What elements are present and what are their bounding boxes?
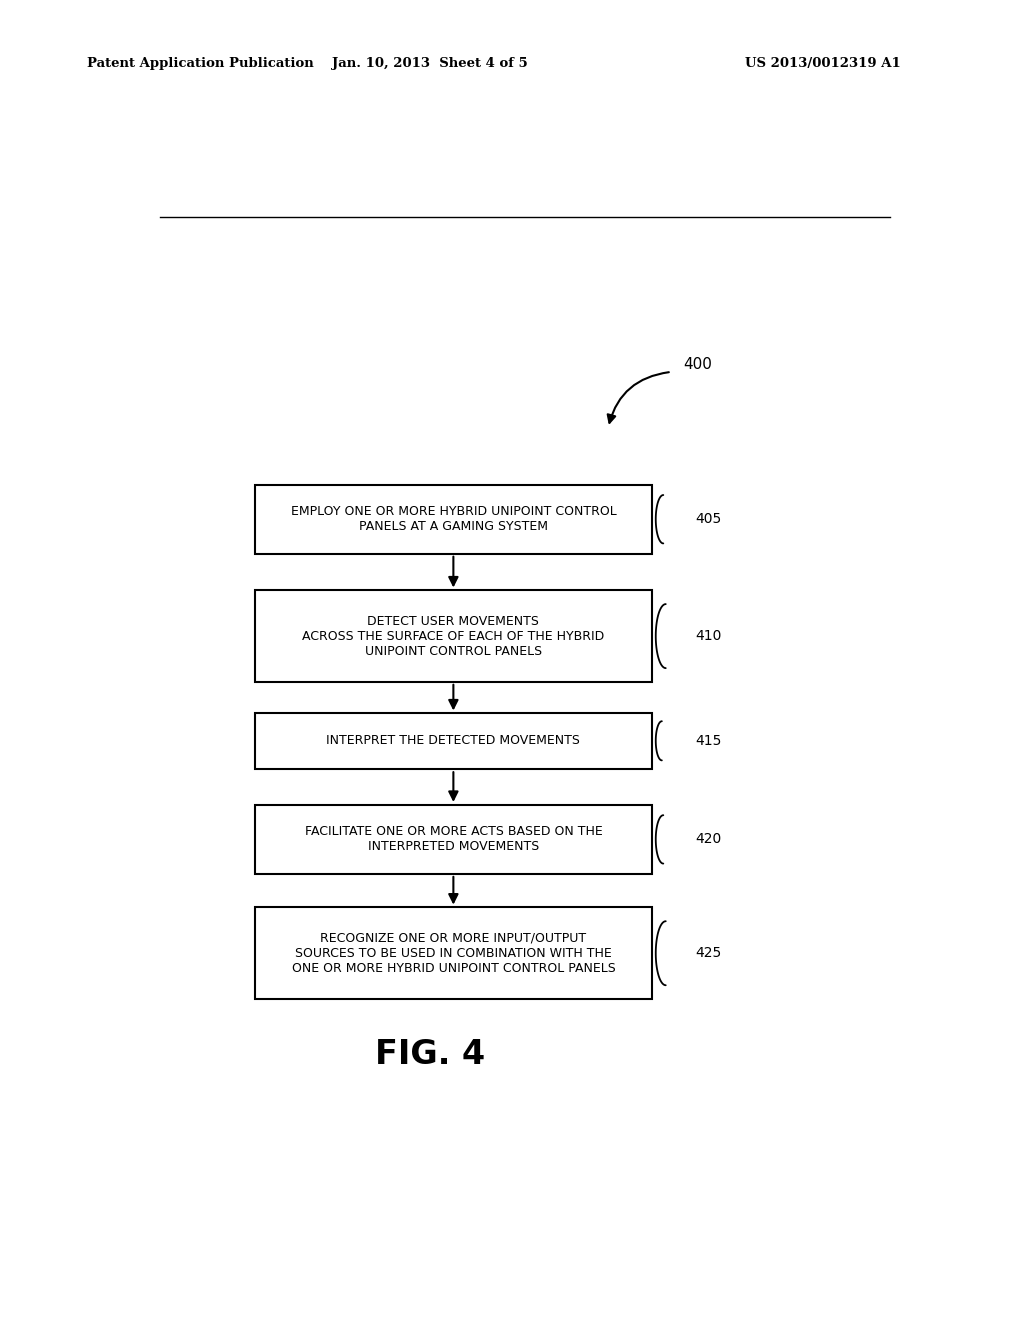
- Text: 405: 405: [695, 512, 722, 527]
- FancyBboxPatch shape: [255, 907, 651, 999]
- Text: EMPLOY ONE OR MORE HYBRID UNIPOINT CONTROL
PANELS AT A GAMING SYSTEM: EMPLOY ONE OR MORE HYBRID UNIPOINT CONTR…: [291, 506, 616, 533]
- Text: INTERPRET THE DETECTED MOVEMENTS: INTERPRET THE DETECTED MOVEMENTS: [327, 734, 581, 747]
- Text: 425: 425: [695, 946, 722, 960]
- Text: FIG. 4: FIG. 4: [375, 1039, 484, 1072]
- FancyBboxPatch shape: [255, 805, 651, 874]
- Text: 400: 400: [684, 358, 713, 372]
- Text: FACILITATE ONE OR MORE ACTS BASED ON THE
INTERPRETED MOVEMENTS: FACILITATE ONE OR MORE ACTS BASED ON THE…: [304, 825, 602, 854]
- Text: RECOGNIZE ONE OR MORE INPUT/OUTPUT
SOURCES TO BE USED IN COMBINATION WITH THE
ON: RECOGNIZE ONE OR MORE INPUT/OUTPUT SOURC…: [292, 932, 615, 974]
- Text: Patent Application Publication: Patent Application Publication: [87, 57, 313, 70]
- FancyBboxPatch shape: [255, 484, 651, 554]
- Text: DETECT USER MOVEMENTS
ACROSS THE SURFACE OF EACH OF THE HYBRID
UNIPOINT CONTROL : DETECT USER MOVEMENTS ACROSS THE SURFACE…: [302, 615, 604, 657]
- Text: 420: 420: [695, 833, 722, 846]
- Text: 415: 415: [695, 734, 722, 748]
- Text: Jan. 10, 2013  Sheet 4 of 5: Jan. 10, 2013 Sheet 4 of 5: [332, 57, 528, 70]
- Text: 410: 410: [695, 630, 722, 643]
- Text: US 2013/0012319 A1: US 2013/0012319 A1: [745, 57, 901, 70]
- FancyBboxPatch shape: [255, 590, 651, 682]
- FancyBboxPatch shape: [255, 713, 651, 768]
